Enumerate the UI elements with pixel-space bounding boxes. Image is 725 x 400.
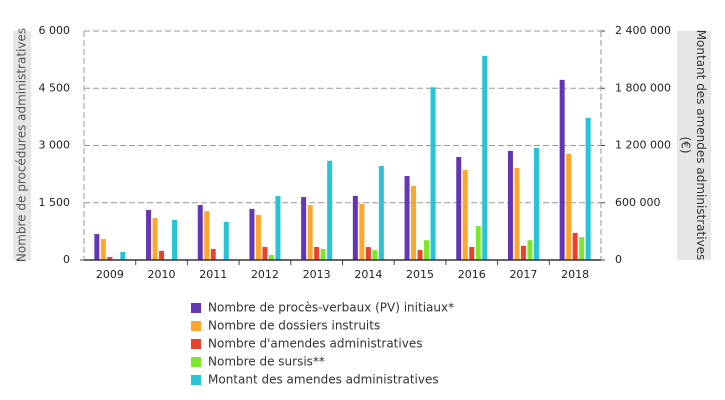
legend-label: Montant des amendes administratives xyxy=(208,373,439,387)
bar xyxy=(159,250,165,260)
bar xyxy=(520,245,526,260)
bar xyxy=(469,247,475,260)
y-label-box xyxy=(13,31,31,260)
bar xyxy=(372,250,378,260)
bar xyxy=(585,117,591,261)
y2-axis-label: Montant des amendes administratives(€) xyxy=(679,30,709,261)
bar xyxy=(559,79,565,260)
x-tick-label: 2013 xyxy=(303,268,331,281)
bar xyxy=(307,205,313,260)
bar xyxy=(100,239,106,260)
bar xyxy=(172,219,178,260)
x-tick-label: 2015 xyxy=(406,268,434,281)
bar xyxy=(268,255,274,260)
legend-swatch xyxy=(191,375,201,385)
legend-label: Nombre de procès-verbaux (PV) initiaux* xyxy=(208,301,454,315)
bar xyxy=(107,256,113,260)
y-tick-label: 4 500 xyxy=(39,81,71,94)
y2-tick-label: 2 400 000 xyxy=(615,24,671,37)
y-tick-label: 0 xyxy=(63,253,70,266)
bar xyxy=(378,166,384,260)
bar xyxy=(352,195,358,260)
bar xyxy=(430,87,436,260)
bar xyxy=(572,232,578,260)
y2-tick-label: 1 800 000 xyxy=(615,81,671,94)
x-tick-label: 2018 xyxy=(561,268,589,281)
bar xyxy=(417,250,423,260)
bar xyxy=(210,248,216,260)
bar xyxy=(255,214,261,260)
bar xyxy=(411,185,417,260)
legend-label: Nombre de dossiers instruits xyxy=(208,319,380,333)
y2-axis-label-line: (€) xyxy=(679,137,693,154)
x-tick-label: 2010 xyxy=(148,268,176,281)
bar xyxy=(424,240,430,260)
y2-tick-label: 1 200 000 xyxy=(615,139,671,152)
bar xyxy=(462,169,468,260)
bar xyxy=(579,237,585,260)
bar xyxy=(365,247,371,260)
bar xyxy=(94,234,100,260)
bar xyxy=(514,168,520,260)
x-tick-label: 2014 xyxy=(354,268,382,281)
bar xyxy=(152,218,158,260)
y-tick-label: 3 000 xyxy=(39,139,71,152)
bar xyxy=(223,221,229,260)
x-tick-label: 2016 xyxy=(458,268,486,281)
legend-swatch xyxy=(191,321,201,331)
bar xyxy=(456,156,462,260)
y2-axis-label-line: Montant des amendes administratives xyxy=(695,30,709,261)
bar xyxy=(204,211,210,260)
legend-label: Nombre d'amendes administratives xyxy=(208,337,422,351)
y-tick-label: 1 500 xyxy=(39,196,71,209)
bar xyxy=(301,197,307,260)
y-tick-label: 6 000 xyxy=(39,24,71,37)
x-tick-label: 2009 xyxy=(96,268,124,281)
bar xyxy=(359,203,365,260)
legend-swatch xyxy=(191,339,201,349)
bar xyxy=(197,205,203,260)
bar xyxy=(146,210,152,260)
y2-tick-label: 0 xyxy=(615,253,622,266)
bar xyxy=(314,247,320,260)
bar xyxy=(327,160,333,260)
y2-label-box xyxy=(677,31,711,260)
x-tick-label: 2017 xyxy=(509,268,537,281)
y2-tick-label: 600 000 xyxy=(615,196,661,209)
legend-label: Nombre de sursis** xyxy=(208,355,325,369)
bar xyxy=(482,55,488,260)
bar xyxy=(249,208,255,260)
bar xyxy=(120,251,126,260)
bar xyxy=(533,147,539,260)
legend-swatch xyxy=(191,303,201,313)
y-axis-label: Nombre de procédures administratives xyxy=(15,28,29,262)
bar xyxy=(262,247,268,260)
x-tick-label: 2011 xyxy=(199,268,227,281)
bar xyxy=(507,150,513,260)
x-tick-label: 2012 xyxy=(251,268,279,281)
bar xyxy=(566,153,572,260)
bar xyxy=(404,176,410,260)
bar xyxy=(320,248,326,260)
bar xyxy=(527,240,533,260)
bar xyxy=(475,226,481,260)
legend-swatch xyxy=(191,357,201,367)
bar xyxy=(275,196,281,260)
